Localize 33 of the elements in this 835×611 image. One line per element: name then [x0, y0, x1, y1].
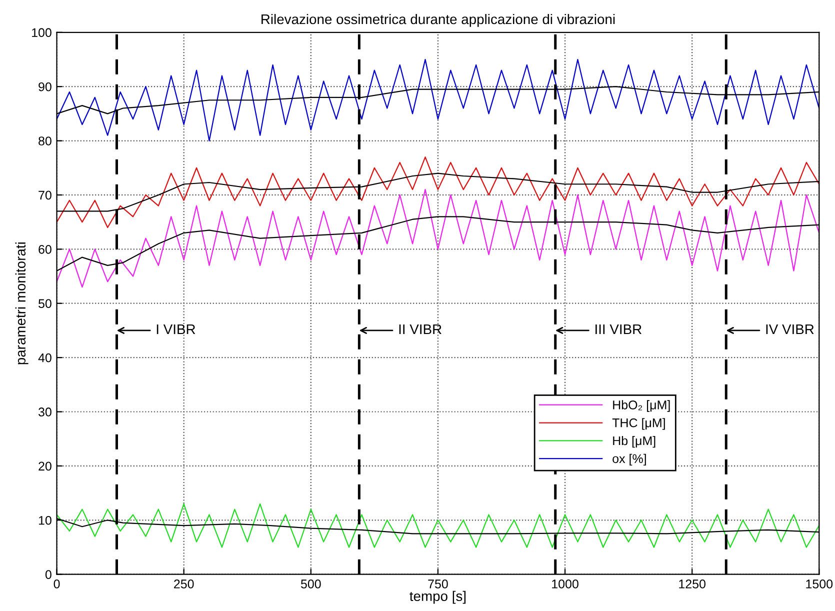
x-tick-label: 1000 [552, 580, 578, 588]
x-axis-title: tempo [s] [410, 590, 466, 604]
legend-label: HbO₂ [μM] [613, 400, 670, 412]
ref-line-label: II VIBR [399, 324, 442, 334]
x-tick-label: 750 [428, 580, 448, 588]
y-tick-label: 20 [38, 462, 52, 471]
y-tick-label: 90 [38, 82, 52, 92]
y-tick-label: 60 [38, 244, 52, 254]
y-tick-label: 80 [38, 136, 52, 146]
y-tick-label: 40 [38, 353, 52, 362]
line-series [56, 58, 820, 142]
x-tick-label: 1500 [806, 580, 833, 588]
line-series [56, 188, 820, 288]
x-tick-label: 1250 [679, 580, 706, 588]
y-tick-label: 30 [38, 408, 52, 416]
y-tick-label: 100 [32, 28, 52, 38]
legend-label: THC [μM] [612, 418, 665, 430]
ref-line-label: IV VIBR [766, 324, 814, 334]
x-tick-label: 0 [54, 580, 60, 588]
line-series [56, 156, 820, 228]
y-axis-title: parametri monitorati [15, 242, 28, 364]
x-tick-label: 250 [174, 580, 194, 588]
chart-title: Rilevazione ossimetrica durante applicazione di vibrazioni [262, 14, 615, 27]
y-tick-label: 50 [38, 299, 52, 308]
legend-label: ox [%] [612, 454, 646, 466]
x-tick-label: 500 [300, 580, 321, 588]
legend-label: Hb [μM] [613, 436, 656, 448]
line-series [56, 503, 820, 548]
ref-line-label: III VIBR [596, 324, 642, 334]
y-tick-label: 10 [38, 516, 52, 525]
y-tick-label: 70 [38, 190, 52, 200]
y-tick-label: 0 [45, 570, 52, 579]
ref-line-label: I VIBR [156, 324, 196, 334]
